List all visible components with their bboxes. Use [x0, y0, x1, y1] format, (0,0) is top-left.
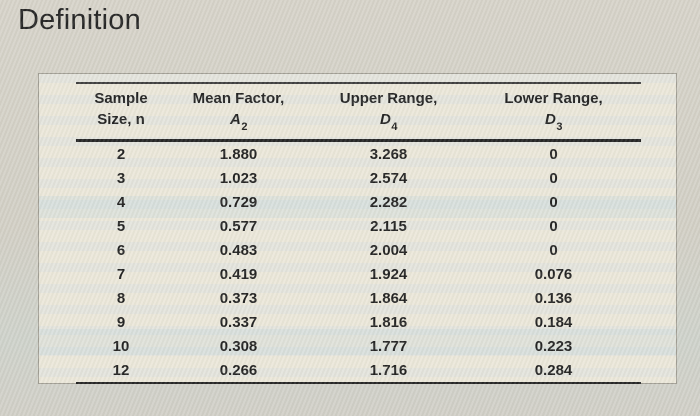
cell-lower-range-d3: 0.076	[534, 265, 573, 283]
header-line: Upper Range,	[339, 90, 438, 107]
cell-mean-factor-a2: 0.577	[219, 217, 258, 235]
table-row: 7 0.419 1.924 0.076	[76, 262, 641, 286]
control-chart-factors-table: Sample Size, n Mean Factor, A2 Upper Ran…	[76, 82, 641, 384]
symbol-subscript: 4	[391, 121, 398, 133]
cell-sample-size: 8	[116, 289, 126, 307]
table-row: 10 0.308 1.777 0.223	[76, 334, 641, 358]
table-bottom-rule	[76, 382, 641, 384]
cell-mean-factor-a2: 0.419	[219, 265, 258, 283]
table-row: 12 0.266 1.716 0.284	[76, 358, 641, 382]
cell-mean-factor-a2: 0.308	[219, 337, 258, 355]
table-top-rule	[76, 82, 641, 84]
cell-upper-range-d4: 2.282	[369, 193, 408, 211]
table-row: 2 1.880 3.268 0	[76, 142, 641, 166]
cell-lower-range-d3: 0	[549, 145, 558, 163]
cell-upper-range-d4: 3.268	[369, 145, 408, 163]
header-upper-range: Upper Range, D4	[311, 88, 466, 136]
symbol-subscript: 3	[556, 121, 563, 133]
cell-sample-size: 4	[116, 193, 126, 211]
header-line: Sample	[94, 90, 148, 107]
header-mean-factor: Mean Factor, A2	[166, 88, 311, 136]
cell-mean-factor-a2: 1.023	[219, 169, 258, 187]
header-line: Mean Factor,	[192, 90, 285, 107]
symbol-subscript: 2	[241, 121, 248, 133]
symbol-letter: D	[380, 111, 391, 128]
table-row: 8 0.373 1.864 0.136	[76, 286, 641, 310]
cell-upper-range-d4: 1.816	[369, 313, 408, 331]
cell-lower-range-d3: 0	[549, 241, 558, 259]
cell-sample-size: 10	[112, 337, 130, 355]
cell-mean-factor-a2: 1.880	[219, 145, 258, 163]
cell-lower-range-d3: 0.284	[534, 361, 573, 379]
cell-mean-factor-a2: 0.729	[219, 193, 258, 211]
header-sample-size: Sample Size, n	[76, 88, 166, 136]
cell-upper-range-d4: 1.864	[369, 289, 408, 307]
cell-lower-range-d3: 0	[549, 193, 558, 211]
cell-upper-range-d4: 2.004	[369, 241, 408, 259]
cell-lower-range-d3: 0	[549, 169, 558, 187]
cell-sample-size: 5	[116, 217, 126, 235]
cell-sample-size: 7	[116, 265, 126, 283]
page-title: Definition	[18, 4, 141, 36]
table-body: 2 1.880 3.268 0 3 1.023 2.574 0 4 0.729 …	[76, 142, 641, 382]
header-symbol: D4	[311, 109, 466, 136]
symbol-letter: D	[545, 111, 556, 128]
header-line: Lower Range,	[504, 90, 603, 107]
table-row: 4 0.729 2.282 0	[76, 190, 641, 214]
table-row: 5 0.577 2.115 0	[76, 214, 641, 238]
table-row: 6 0.483 2.004 0	[76, 238, 641, 262]
factors-table-card: Sample Size, n Mean Factor, A2 Upper Ran…	[38, 73, 677, 384]
cell-mean-factor-a2: 0.266	[219, 361, 258, 379]
cell-sample-size: 9	[116, 313, 126, 331]
cell-upper-range-d4: 1.716	[369, 361, 408, 379]
cell-upper-range-d4: 2.574	[369, 169, 408, 187]
cell-mean-factor-a2: 0.373	[219, 289, 258, 307]
header-symbol: A2	[166, 109, 311, 136]
cell-lower-range-d3: 0.136	[534, 289, 573, 307]
cell-upper-range-d4: 2.115	[370, 217, 407, 235]
cell-sample-size: 12	[112, 361, 130, 379]
table-row: 9 0.337 1.816 0.184	[76, 310, 641, 334]
cell-lower-range-d3: 0.223	[534, 337, 573, 355]
table-row: 3 1.023 2.574 0	[76, 166, 641, 190]
table-header-rule	[76, 139, 641, 142]
cell-sample-size: 2	[116, 145, 126, 163]
cell-upper-range-d4: 1.924	[369, 265, 408, 283]
table-header-row: Sample Size, n Mean Factor, A2 Upper Ran…	[76, 84, 641, 139]
cell-mean-factor-a2: 0.337	[219, 313, 258, 331]
cell-lower-range-d3: 0	[549, 217, 558, 235]
header-lower-range: Lower Range, D3	[466, 88, 641, 136]
cell-sample-size: 6	[116, 241, 126, 259]
cell-mean-factor-a2: 0.483	[219, 241, 258, 259]
symbol-letter: A	[230, 111, 241, 128]
cell-lower-range-d3: 0.184	[534, 313, 573, 331]
header-symbol: D3	[466, 109, 641, 136]
cell-sample-size: 3	[116, 169, 126, 187]
header-line: Size, n	[97, 111, 145, 128]
cell-upper-range-d4: 1.777	[369, 337, 408, 355]
